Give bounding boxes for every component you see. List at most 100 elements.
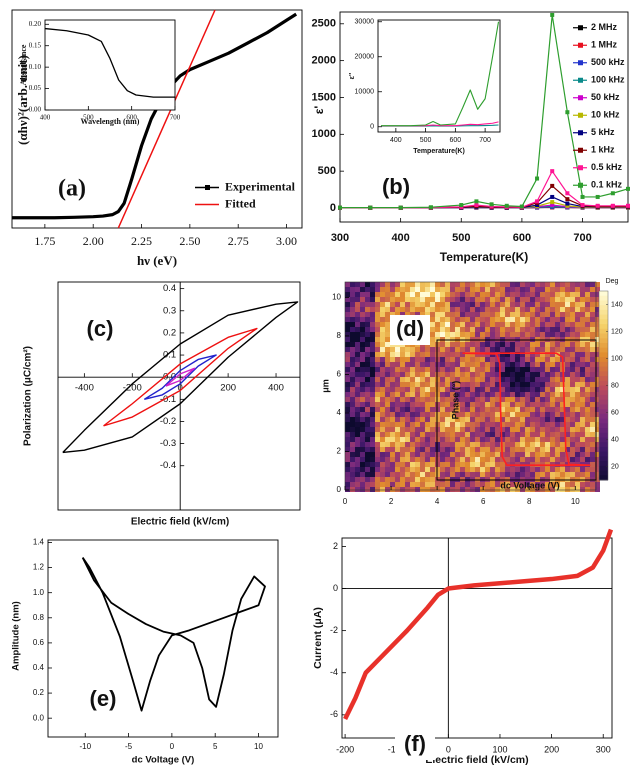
image-pixel bbox=[500, 362, 505, 367]
marker bbox=[565, 203, 570, 208]
image-pixel bbox=[470, 442, 475, 447]
image-pixel bbox=[355, 482, 360, 487]
image-pixel bbox=[570, 417, 575, 422]
image-pixel bbox=[405, 417, 410, 422]
image-pixel bbox=[470, 462, 475, 467]
image-pixel bbox=[550, 432, 555, 437]
image-pixel bbox=[520, 427, 525, 432]
image-pixel bbox=[455, 317, 460, 322]
image-pixel bbox=[455, 357, 460, 362]
image-pixel bbox=[425, 482, 430, 487]
image-pixel bbox=[575, 472, 580, 477]
image-pixel bbox=[345, 487, 350, 492]
image-pixel bbox=[495, 392, 500, 397]
image-pixel bbox=[390, 362, 395, 367]
image-pixel bbox=[545, 292, 550, 297]
image-pixel bbox=[525, 407, 530, 412]
image-pixel bbox=[570, 397, 575, 402]
image-pixel bbox=[435, 327, 440, 332]
image-pixel bbox=[575, 437, 580, 442]
image-pixel bbox=[535, 417, 540, 422]
marker bbox=[398, 205, 403, 210]
x-axis-label: hν (eV) bbox=[137, 253, 177, 268]
image-pixel bbox=[385, 347, 390, 352]
image-pixel bbox=[370, 322, 375, 327]
image-pixel bbox=[475, 452, 480, 457]
image-pixel bbox=[590, 407, 595, 412]
image-pixel bbox=[430, 377, 435, 382]
image-pixel bbox=[390, 437, 395, 442]
image-pixel bbox=[560, 287, 565, 292]
image-pixel bbox=[370, 462, 375, 467]
image-pixel bbox=[455, 447, 460, 452]
panel-label-bg bbox=[376, 173, 416, 203]
image-pixel bbox=[405, 412, 410, 417]
image-pixel bbox=[365, 402, 370, 407]
x-tick-label: 2.50 bbox=[179, 234, 200, 248]
image-pixel bbox=[385, 397, 390, 402]
image-pixel bbox=[370, 302, 375, 307]
image-pixel bbox=[445, 442, 450, 447]
image-pixel bbox=[350, 457, 355, 462]
image-pixel bbox=[540, 332, 545, 337]
image-pixel bbox=[355, 367, 360, 372]
image-pixel bbox=[475, 317, 480, 322]
image-pixel bbox=[400, 417, 405, 422]
image-pixel bbox=[380, 477, 385, 482]
image-pixel bbox=[500, 412, 505, 417]
image-pixel bbox=[580, 447, 585, 452]
image-pixel bbox=[370, 472, 375, 477]
legend-label: Fitted bbox=[225, 196, 256, 210]
image-pixel bbox=[350, 397, 355, 402]
image-pixel bbox=[350, 477, 355, 482]
image-pixel bbox=[515, 397, 520, 402]
image-pixel bbox=[345, 452, 350, 457]
image-pixel bbox=[485, 427, 490, 432]
image-pixel bbox=[515, 332, 520, 337]
image-pixel bbox=[370, 377, 375, 382]
image-pixel bbox=[485, 407, 490, 412]
image-pixel bbox=[510, 472, 515, 477]
image-pixel bbox=[390, 462, 395, 467]
image-pixel bbox=[565, 487, 570, 492]
image-pixel bbox=[405, 457, 410, 462]
image-pixel bbox=[565, 327, 570, 332]
colorbar-cell bbox=[599, 291, 608, 297]
image-pixel bbox=[460, 392, 465, 397]
image-pixel bbox=[575, 442, 580, 447]
image-pixel bbox=[420, 292, 425, 297]
image-pixel bbox=[385, 362, 390, 367]
image-pixel bbox=[415, 452, 420, 457]
image-pixel bbox=[560, 417, 565, 422]
image-pixel bbox=[510, 317, 515, 322]
image-pixel bbox=[405, 467, 410, 472]
image-pixel bbox=[375, 287, 380, 292]
image-pixel bbox=[570, 457, 575, 462]
image-pixel bbox=[550, 302, 555, 307]
image-pixel bbox=[520, 397, 525, 402]
image-pixel bbox=[515, 427, 520, 432]
image-pixel bbox=[490, 307, 495, 312]
image-pixel bbox=[390, 347, 395, 352]
image-pixel bbox=[420, 387, 425, 392]
image-pixel bbox=[395, 472, 400, 477]
image-pixel bbox=[575, 402, 580, 407]
image-pixel bbox=[575, 352, 580, 357]
colorbar-tick-label: 120 bbox=[611, 328, 623, 335]
image-pixel bbox=[365, 317, 370, 322]
image-pixel bbox=[400, 352, 405, 357]
image-pixel bbox=[430, 352, 435, 357]
image-pixel bbox=[420, 447, 425, 452]
image-pixel bbox=[405, 487, 410, 492]
image-pixel bbox=[540, 317, 545, 322]
image-pixel bbox=[360, 352, 365, 357]
image-pixel bbox=[550, 287, 555, 292]
image-pixel bbox=[510, 457, 515, 462]
image-pixel bbox=[450, 407, 455, 412]
image-pixel bbox=[395, 397, 400, 402]
image-pixel bbox=[420, 462, 425, 467]
image-pixel bbox=[375, 457, 380, 462]
image-pixel bbox=[585, 312, 590, 317]
image-pixel bbox=[425, 367, 430, 372]
image-pixel bbox=[470, 352, 475, 357]
